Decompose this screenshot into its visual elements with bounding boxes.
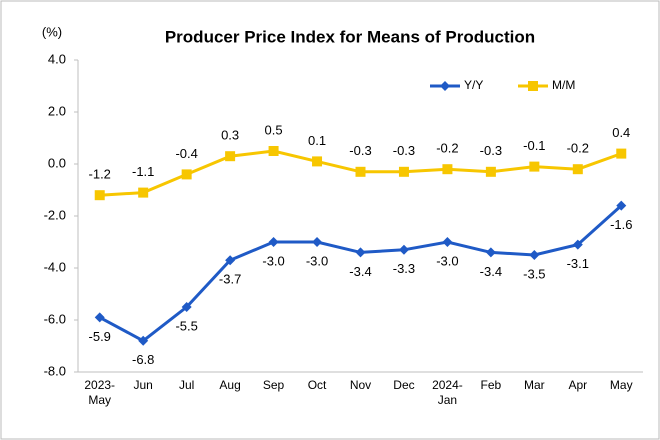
- data-label: -0.1: [523, 138, 545, 153]
- point: [529, 161, 540, 172]
- point: [312, 156, 323, 167]
- data-label: -3.1: [567, 256, 589, 271]
- point: [572, 239, 583, 250]
- point: [355, 166, 366, 177]
- y-tick-label: 2.0: [48, 103, 66, 118]
- x-tick-label: Sep: [262, 378, 285, 392]
- x-tick-label: Jul: [178, 378, 195, 392]
- y-tick-label: -8.0: [44, 363, 66, 378]
- point: [528, 81, 538, 91]
- x-tick-label: Mar: [524, 378, 545, 392]
- chart-title: Producer Price Index for Means of Produc…: [165, 27, 535, 46]
- point: [398, 166, 409, 177]
- y-tick-label: 4.0: [48, 51, 66, 66]
- data-label: -0.2: [567, 141, 589, 156]
- data-label: -6.8: [132, 352, 154, 367]
- x-tick-label: Feb: [480, 378, 502, 392]
- data-label: -0.3: [480, 143, 502, 158]
- data-label: -1.2: [89, 167, 111, 182]
- x-tick-label: Aug: [219, 378, 241, 392]
- data-label: -3.5: [523, 266, 545, 281]
- x-tick-label: 2023- May: [84, 378, 116, 407]
- y-tick-label: -2.0: [44, 207, 66, 222]
- data-label: -0.4: [175, 146, 197, 161]
- x-tick-label: 2024- Jan: [432, 378, 463, 407]
- legend-label: M/M: [552, 78, 575, 92]
- data-label: -3.4: [349, 264, 371, 279]
- x-tick-label: May: [609, 378, 633, 392]
- data-label: 0.3: [221, 128, 239, 143]
- data-label: -3.0: [436, 253, 458, 268]
- data-label: -1.1: [132, 164, 154, 179]
- point: [181, 169, 192, 180]
- data-label: -3.3: [393, 261, 415, 276]
- data-label: -0.2: [436, 141, 458, 156]
- data-label: 0.4: [612, 125, 630, 140]
- x-tick-label: Apr: [568, 378, 588, 392]
- data-label: -0.3: [349, 143, 371, 158]
- point: [529, 250, 540, 260]
- x-tick-label: Oct: [307, 378, 327, 392]
- x-tick-label: Dec: [393, 378, 415, 392]
- point: [312, 237, 323, 247]
- point: [138, 335, 149, 346]
- data-label: 0.1: [308, 133, 326, 148]
- point: [440, 81, 450, 91]
- x-tick-label: Jun: [133, 378, 153, 392]
- point: [94, 190, 105, 201]
- point: [268, 237, 279, 247]
- point: [442, 237, 453, 247]
- data-label: -3.7: [219, 272, 241, 287]
- x-tick-label: Nov: [349, 378, 372, 392]
- y-tick-label: 0.0: [48, 155, 66, 170]
- data-label: -3.0: [306, 253, 328, 268]
- point: [355, 247, 366, 258]
- point: [485, 166, 496, 177]
- point: [398, 244, 409, 255]
- point: [268, 146, 279, 156]
- point: [225, 151, 236, 162]
- point: [485, 247, 496, 258]
- point: [225, 255, 236, 266]
- data-label: -3.4: [480, 264, 502, 279]
- data-label: -1.6: [610, 217, 632, 232]
- data-label: 0.5: [265, 122, 283, 137]
- legend-label: Y/Y: [464, 78, 483, 92]
- data-label: -5.9: [89, 329, 111, 344]
- y-unit: (%): [42, 24, 62, 39]
- point: [94, 312, 105, 323]
- data-label: -5.5: [175, 318, 197, 333]
- point: [616, 148, 627, 159]
- y-tick-label: -4.0: [44, 259, 66, 274]
- point: [442, 164, 453, 175]
- point: [181, 302, 192, 312]
- data-label: -0.3: [393, 143, 415, 158]
- data-label: -3.0: [262, 253, 284, 268]
- point: [572, 164, 583, 175]
- y-tick-label: -6.0: [44, 311, 66, 326]
- point: [616, 200, 627, 211]
- point: [138, 187, 149, 198]
